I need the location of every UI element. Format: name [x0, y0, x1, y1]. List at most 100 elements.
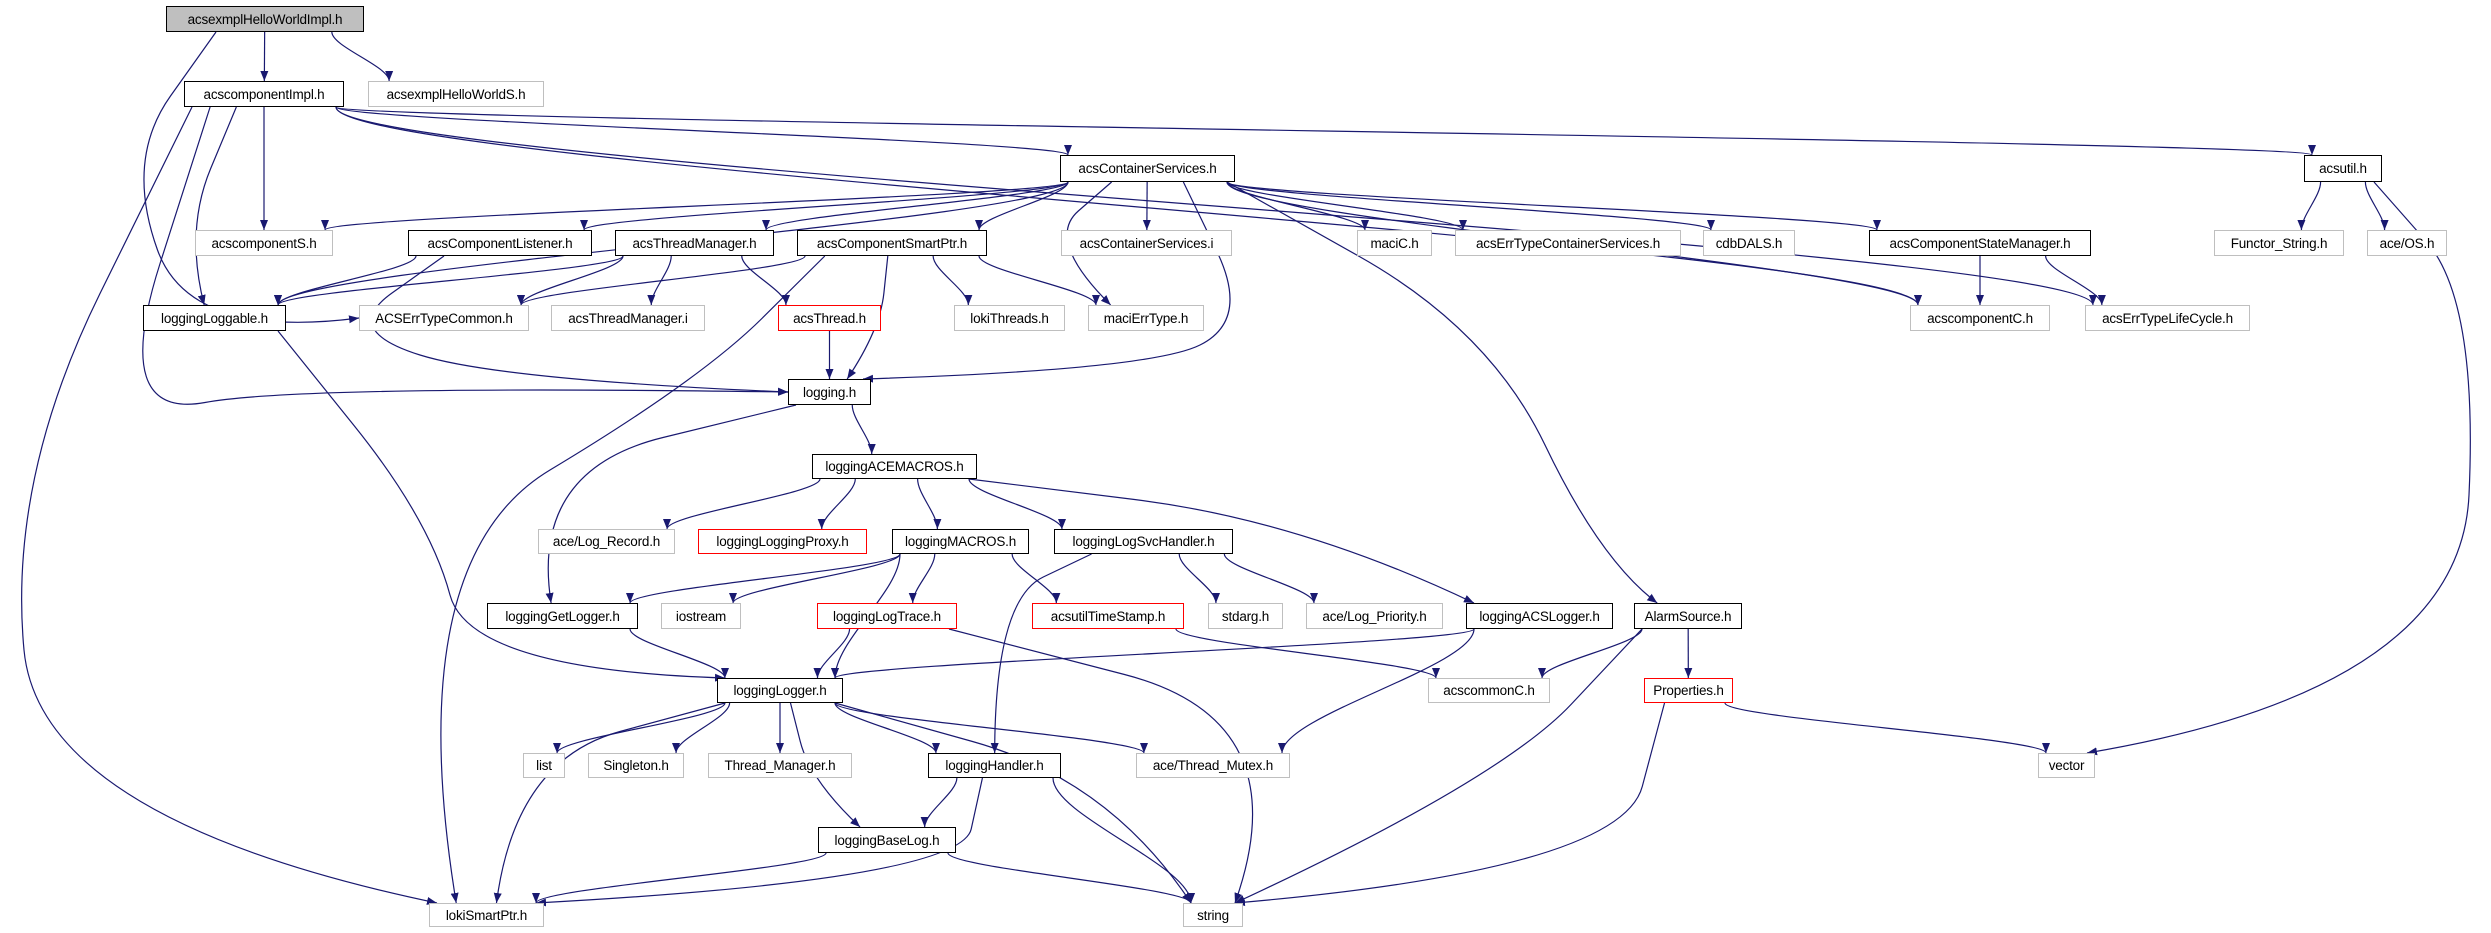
node-loggingloggingproxy-h[interactable]: loggingLoggingProxy.h — [698, 529, 867, 554]
node-ace-thread-mutex-h[interactable]: ace/Thread_Mutex.h — [1136, 753, 1290, 778]
node-label: loggingLogger.h — [733, 683, 827, 698]
edge-handler-to-lokiSP — [535, 777, 984, 907]
node-acserrtypecommon-h[interactable]: ACSErrTypeCommon.h — [359, 305, 529, 331]
node-label: acscommonC.h — [1443, 683, 1535, 698]
node-macierrtype-h[interactable]: maciErrType.h — [1088, 305, 1204, 331]
node-acscomponentc-h[interactable]: acscomponentC.h — [1910, 305, 2050, 331]
edge-listener-to-loggable — [274, 255, 417, 306]
node-acscomponentlistener-h[interactable]: acsComponentListener.h — [408, 230, 592, 256]
edge-stateMgr-to-lifeCycle — [2045, 255, 2106, 306]
node-acserrtypecontainerservices-h[interactable]: acsErrTypeContainerServices.h — [1455, 230, 1681, 256]
edge-getLogger-to-logger — [629, 628, 729, 679]
node-loggingacemacros-h[interactable]: loggingACEMACROS.h — [812, 454, 977, 479]
edge-logger-to-list — [553, 702, 726, 754]
node-ace-log-priority-h[interactable]: ace/Log_Priority.h — [1306, 603, 1443, 629]
node-functor-string-h[interactable]: Functor_String.h — [2214, 230, 2344, 256]
edge-logger-to-mutex — [834, 702, 1148, 754]
node-acscomponentsmartptr-h[interactable]: acsComponentSmartPtr.h — [797, 230, 987, 256]
node-loggingmacros-h[interactable]: loggingMACROS.h — [892, 529, 1029, 554]
edge-aceMacros-to-macros — [917, 478, 942, 530]
node-alarmsource-h[interactable]: AlarmSource.h — [1634, 603, 1742, 629]
node-label: AlarmSource.h — [1644, 608, 1732, 624]
node-label: loggingACSLogger.h — [1479, 608, 1600, 624]
node-label: ace/OS.h — [2379, 235, 2435, 251]
edge-impl-to-acsutil — [335, 106, 2315, 156]
edge-acsutil-to-functor — [2297, 181, 2322, 231]
edge-logging-to-getLogger — [545, 404, 797, 604]
edge-baseLog-to-lokiSP — [532, 852, 827, 904]
node-logginglogtrace-h[interactable]: loggingLogTrace.h — [817, 603, 957, 629]
node-cdbdals-h[interactable]: cdbDALS.h — [1703, 230, 1795, 256]
node-logging-h[interactable]: logging.h — [788, 379, 871, 405]
node-acserrtypelifecycle-h[interactable]: acsErrTypeLifeCycle.h — [2085, 305, 2250, 331]
node-loggingacslogger-h[interactable]: loggingACSLogger.h — [1466, 603, 1613, 629]
node-label: acsutilTimeStamp.h — [1050, 608, 1166, 624]
edge-acsLogger-to-logger — [831, 628, 1475, 679]
node-ace-log-record-h[interactable]: ace/Log_Record.h — [538, 529, 675, 554]
node-vector[interactable]: vector — [2038, 753, 2095, 778]
node-logginglogsvchandler-h[interactable]: loggingLogSvcHandler.h — [1054, 529, 1233, 554]
edge-logger-to-lokiSP — [493, 702, 726, 904]
edge-root-to-errCommon — [143, 31, 360, 324]
edge-logger-to-singleton — [672, 702, 731, 754]
node-acsexmplhelloworlds-h[interactable]: acsexmplHelloWorldS.h — [368, 81, 544, 107]
node-thread-manager-h[interactable]: Thread_Manager.h — [708, 753, 852, 778]
node-label: acsContainerServices.i — [1079, 235, 1214, 251]
edge-threadMgr-to-thread — [741, 255, 790, 306]
node-acscomponentimpl-h[interactable]: acscomponentImpl.h — [184, 81, 344, 107]
node-list[interactable]: list — [523, 753, 565, 778]
node-acsthread-h[interactable]: acsThread.h — [778, 305, 881, 331]
node-singleton-h[interactable]: Singleton.h — [588, 753, 684, 778]
node-label: acsComponentStateManager.h — [1889, 235, 2071, 251]
node-label: maciErrType.h — [1103, 310, 1189, 326]
node-acscomponentstatemanager-h[interactable]: acsComponentStateManager.h — [1869, 230, 2091, 256]
edge-impl-to-lokiSP — [21, 106, 438, 905]
node-label: loggingMACROS.h — [904, 534, 1017, 549]
edge-props-to-string — [1234, 702, 1666, 907]
node-logginggetlogger-h[interactable]: loggingGetLogger.h — [487, 603, 638, 629]
node-label: iostream — [675, 608, 727, 624]
edge-impl-to-loggable — [195, 106, 237, 306]
edge-cs-to-listener — [580, 181, 1069, 231]
node-acscommonc-h[interactable]: acscommonC.h — [1428, 678, 1550, 703]
node-label: acsErrTypeLifeCycle.h — [2102, 310, 2233, 326]
edge-svc-to-logPriority — [1223, 553, 1318, 604]
edge-smartPtr-to-lokiSP — [440, 255, 826, 904]
node-ace-os-h[interactable]: ace/OS.h — [2367, 230, 2447, 256]
node-acsutil-h[interactable]: acsutil.h — [2304, 155, 2382, 182]
edge-alarm-to-string — [1234, 628, 1643, 904]
edge-smartPtr-to-errCommon — [517, 255, 806, 306]
node-logginghandler-h[interactable]: loggingHandler.h — [928, 753, 1061, 778]
node-string[interactable]: string — [1183, 903, 1243, 927]
node-label: loggingBaseLog.h — [834, 832, 940, 848]
node-loggingloggable-h[interactable]: loggingLoggable.h — [143, 305, 286, 331]
node-label: acsErrTypeContainerServices.h — [1475, 235, 1661, 251]
node-acscomponents-h[interactable]: acscomponentS.h — [195, 230, 333, 256]
node-properties-h[interactable]: Properties.h — [1644, 678, 1733, 703]
edge-cs-to-smartPtr — [975, 181, 1069, 231]
node-acscontainerservices-i[interactable]: acsContainerServices.i — [1061, 230, 1232, 256]
edge-timeStamp-to-commonC — [1175, 628, 1440, 679]
node-logginglogger-h[interactable]: loggingLogger.h — [717, 678, 843, 703]
edge-svc-to-handler — [990, 553, 1092, 754]
node-stdarg-h[interactable]: stdarg.h — [1208, 603, 1283, 629]
node-loggingbaselog-h[interactable]: loggingBaseLog.h — [818, 827, 956, 853]
edge-threadMgr-to-loggable — [274, 255, 624, 306]
node-label: Functor_String.h — [2230, 235, 2328, 251]
node-label: Singleton.h — [603, 758, 669, 773]
node-acsutiltimestamp-h[interactable]: acsutilTimeStamp.h — [1032, 603, 1184, 629]
node-macic-h[interactable]: maciC.h — [1357, 230, 1432, 256]
node-label: Properties.h — [1653, 683, 1724, 698]
node-acsthreadmanager-h[interactable]: acsThreadManager.h — [615, 230, 774, 256]
node-acscontainerservices-h[interactable]: acsContainerServices.h — [1060, 155, 1235, 182]
node-iostream[interactable]: iostream — [661, 603, 741, 629]
node-acsexmplhelloworldimpl-h[interactable]: acsexmplHelloWorldImpl.h — [166, 6, 364, 32]
edge-macros-to-getLogger — [626, 553, 901, 604]
node-lokismartptr-h[interactable]: lokiSmartPtr.h — [429, 903, 544, 927]
edge-macros-to-timeStamp — [1011, 553, 1061, 604]
node-acsthreadmanager-i[interactable]: acsThreadManager.i — [551, 305, 705, 331]
node-label: acscomponentC.h — [1927, 310, 2033, 326]
node-label: logging.h — [803, 384, 856, 400]
node-lokithreads-h[interactable]: lokiThreads.h — [954, 305, 1065, 331]
